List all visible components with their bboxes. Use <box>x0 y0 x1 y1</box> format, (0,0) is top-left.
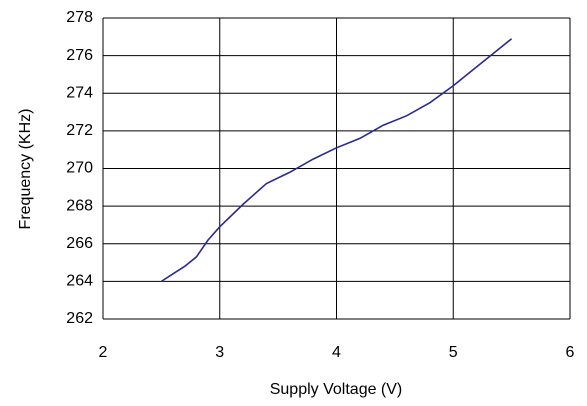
x-tick-label: 6 <box>566 344 575 361</box>
y-tick-label: 272 <box>66 122 93 139</box>
x-axis-label: Supply Voltage (V) <box>270 381 403 398</box>
y-tick-label: 276 <box>66 47 93 64</box>
x-tick-label: 4 <box>332 344 341 361</box>
y-tick-label: 266 <box>66 235 93 252</box>
y-tick-label: 270 <box>66 160 93 177</box>
y-tick-label: 262 <box>66 310 93 327</box>
x-tick-label: 5 <box>449 344 458 361</box>
data-line <box>160 38 513 283</box>
x-tick-label: 2 <box>99 344 108 361</box>
y-tick-label: 278 <box>66 9 93 26</box>
y-tick-label: 274 <box>66 84 93 101</box>
x-tick-label: 3 <box>215 344 224 361</box>
y-axis-label: Frequency (KHz) <box>17 109 34 230</box>
y-tick-label: 268 <box>66 197 93 214</box>
y-tick-label: 264 <box>66 273 93 290</box>
